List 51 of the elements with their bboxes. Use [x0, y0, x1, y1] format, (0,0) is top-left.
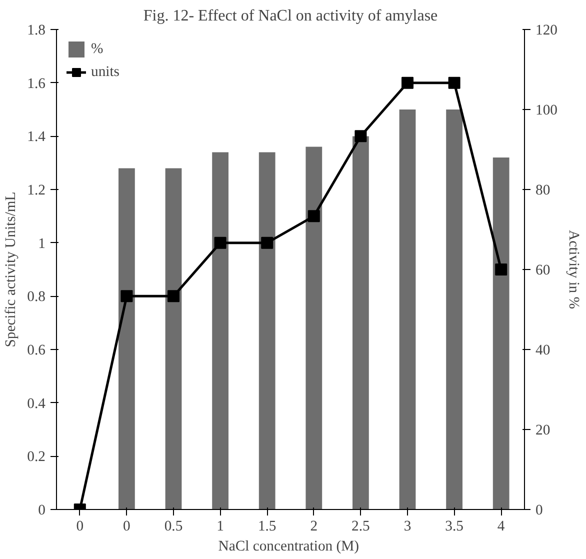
x-tick-label: 2.5	[352, 518, 370, 534]
x-tick-label: 1	[216, 518, 224, 534]
x-tick-label: 1.5	[258, 518, 276, 534]
point	[261, 236, 274, 249]
bar	[492, 158, 510, 510]
point	[120, 290, 133, 302]
x-tick-label: 2	[310, 518, 318, 534]
bar	[258, 152, 276, 510]
bar	[399, 110, 416, 510]
legend-label: units	[91, 64, 120, 80]
point	[402, 76, 414, 89]
bar	[306, 146, 322, 510]
y-tick-label: 1.6	[27, 76, 46, 92]
legend-label: %	[91, 40, 104, 58]
x-tick-label: 3	[404, 518, 412, 534]
point	[168, 290, 180, 302]
y2-tick-label: 80	[536, 182, 550, 198]
point	[495, 264, 508, 276]
x-tick-label: 3.5	[445, 518, 464, 534]
y2-axis-title: Activity in %	[565, 230, 582, 309]
y2-tick-label: 60	[536, 262, 550, 278]
bar	[118, 168, 135, 510]
y-axis-title: Specific activity Units/mL	[3, 192, 20, 348]
chart-title: Fig. 12- Effect of NaCl on activity of amylase	[143, 8, 438, 24]
y2-tick-label: 100	[536, 102, 558, 118]
y-tick-label: 0.6	[27, 342, 46, 358]
bar	[212, 152, 228, 510]
x-tick-label: 0	[123, 518, 130, 534]
point	[448, 76, 460, 89]
y2-tick-label: 0	[536, 502, 543, 518]
point	[308, 210, 320, 222]
y-tick-label: 0.4	[27, 396, 46, 412]
y-tick-label: 0.2	[27, 449, 46, 466]
y2-tick-label: 120	[536, 22, 558, 38]
x-axis-title: NaCl concentration (M)	[218, 538, 360, 554]
bar	[446, 110, 462, 510]
x-tick-label: 0.5	[164, 518, 183, 534]
y-tick-label: 1	[38, 236, 46, 252]
point	[354, 130, 367, 142]
bar	[352, 136, 369, 510]
bar	[165, 168, 182, 510]
y2-tick-label: 20	[536, 422, 550, 438]
x-tick-label: 0	[76, 518, 84, 534]
y-tick-label: 1.2	[27, 182, 46, 198]
y2-tick-label: 40	[536, 342, 550, 358]
y-tick-label: 0	[38, 502, 46, 518]
y-tick-label: 0.8	[27, 289, 46, 306]
y-tick-label: 1.8	[27, 22, 46, 38]
x-tick-label: 4	[497, 518, 506, 534]
point	[214, 236, 226, 249]
y-tick-label: 1.4	[27, 129, 46, 146]
